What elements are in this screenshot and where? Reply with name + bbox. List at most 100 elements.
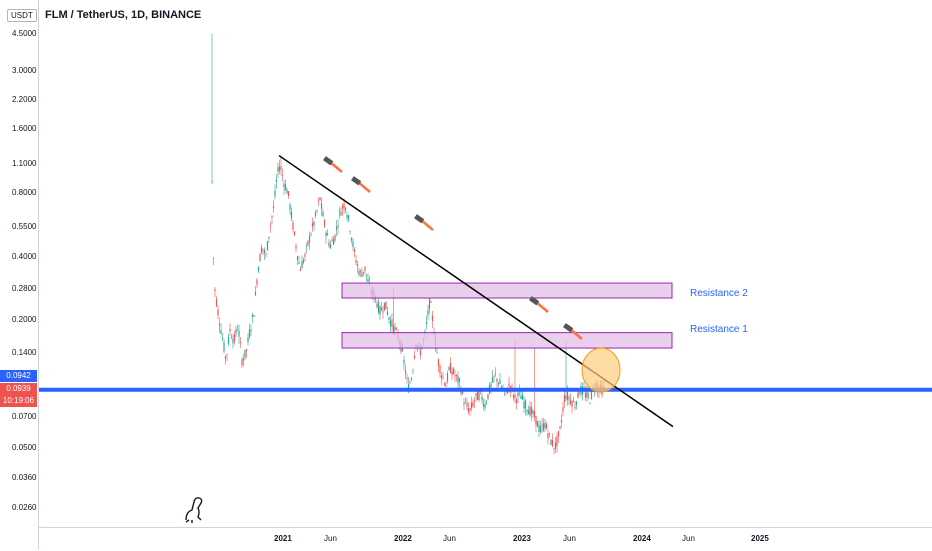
candle-body: [299, 268, 302, 271]
hammer-icon: [563, 323, 583, 340]
candle-body: [466, 403, 468, 407]
candle-body: [476, 391, 479, 401]
candle-body: [470, 402, 473, 409]
candle-body: [512, 395, 515, 398]
candle-body: [568, 397, 570, 400]
candle-body: [490, 383, 492, 387]
candle-body: [322, 211, 324, 217]
candle-body: [539, 426, 542, 433]
candle-body: [341, 205, 344, 209]
candle-body: [524, 400, 527, 409]
candle-body: [245, 349, 248, 351]
candle-body: [484, 404, 486, 408]
x-tick-label: Jun: [682, 534, 695, 543]
candle-body: [259, 254, 261, 262]
candle-body: [520, 395, 522, 399]
candle-body: [508, 383, 510, 387]
x-tick-label: 2025: [751, 534, 769, 543]
currency-button[interactable]: USDT: [7, 9, 37, 22]
candle-body: [251, 314, 254, 317]
candle-body: [533, 411, 536, 418]
candle-body: [538, 425, 540, 432]
x-tick-label: Jun: [563, 534, 576, 543]
candle-body: [361, 272, 363, 277]
candle-body: [362, 271, 365, 273]
resistance-2-label: Resistance 2: [690, 288, 748, 299]
candle-body: [545, 424, 548, 429]
candle-body: [307, 241, 309, 246]
candle-body: [349, 231, 351, 233]
candle-body: [409, 382, 411, 384]
candle-body: [497, 383, 500, 385]
tradingview-logo-icon[interactable]: [185, 497, 203, 523]
candle-body: [391, 319, 393, 327]
candle-body: [563, 395, 566, 402]
candle-body: [514, 394, 516, 398]
candle-body: [305, 245, 308, 247]
candle-body: [329, 244, 332, 248]
candle-body: [242, 358, 245, 361]
candle-body: [214, 289, 216, 292]
candle-body: [487, 393, 489, 400]
candle-body: [247, 337, 249, 343]
candle-body: [353, 249, 356, 252]
resistance-zone: [341, 332, 673, 349]
candle-body: [473, 400, 476, 402]
candle-body: [590, 390, 593, 399]
candle-body: [544, 422, 546, 428]
candle-body: [436, 352, 438, 353]
candle-body: [289, 204, 291, 210]
candle-body: [356, 264, 359, 267]
candle-body: [431, 315, 434, 322]
candle-body: [394, 327, 396, 330]
y-tick-label: 0.5500: [12, 222, 37, 232]
candle-body: [406, 378, 408, 379]
candle-body: [584, 392, 587, 398]
candle-body: [334, 234, 336, 241]
candle-body: [224, 356, 227, 359]
candle-body: [578, 393, 581, 395]
price-axis[interactable]: 4.5000 3.0000 2.2000 1.6000 1.1000 0.8000 0.55…: [0, 0, 39, 550]
candle-body: [554, 442, 557, 449]
candle-body: [278, 166, 281, 171]
candle-body: [572, 400, 575, 402]
candle-body: [304, 254, 306, 257]
candle-body: [269, 225, 272, 227]
candle-body: [268, 236, 270, 239]
candle-body: [454, 375, 456, 377]
candle-body: [355, 260, 357, 263]
candle-body: [298, 262, 300, 264]
x-tick-label: 2021: [274, 534, 292, 543]
candle-body: [274, 190, 276, 197]
candle-body: [379, 306, 381, 315]
candle-body: [577, 390, 579, 398]
candle-body: [589, 403, 591, 405]
candle-body: [223, 342, 225, 352]
candle-body: [365, 274, 368, 276]
candle-body: [385, 301, 387, 310]
candle-body: [271, 215, 273, 218]
candle-body: [499, 379, 501, 384]
candle-body: [455, 374, 458, 376]
candle-body: [523, 401, 525, 409]
candle-body: [250, 329, 252, 331]
candle-body: [265, 254, 267, 256]
candle-body: [238, 330, 240, 337]
time-axis[interactable]: 2021 Jun 2022 Jun 2023 Jun 2024 Jun 2025: [39, 527, 932, 551]
candle-body: [494, 373, 497, 375]
candle-body: [556, 436, 558, 446]
candle-body: [449, 363, 452, 373]
hammer-icon: [351, 176, 371, 193]
candle-body: [557, 430, 560, 437]
candle-body: [293, 231, 296, 236]
candle-body: [451, 371, 453, 375]
y-tick-label: 0.0360: [12, 473, 37, 483]
candle-body: [325, 232, 327, 237]
candle-body: [352, 241, 354, 247]
candle-body: [233, 334, 236, 341]
y-tick-label: 0.2000: [12, 315, 37, 325]
breakout-circle: [581, 347, 621, 393]
candle-body: [575, 401, 578, 406]
candle-body: [280, 166, 282, 170]
